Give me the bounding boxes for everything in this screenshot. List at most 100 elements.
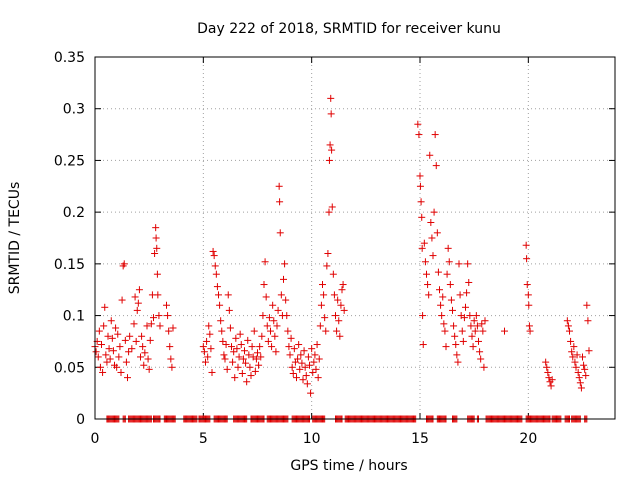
- data-point: [223, 365, 231, 373]
- data-point: [426, 151, 434, 159]
- data-point: [120, 260, 128, 268]
- data-point: [437, 301, 445, 309]
- data-point: [244, 336, 252, 344]
- data-point: [147, 320, 155, 328]
- data-point: [333, 327, 341, 335]
- data-point: [334, 296, 342, 304]
- data-point: [570, 343, 578, 351]
- data-point: [584, 317, 592, 325]
- data-point: [251, 367, 259, 375]
- data-point: [220, 351, 228, 359]
- data-point: [319, 281, 326, 289]
- chart-title: Day 222 of 2018, SRMTID for receiver kun…: [197, 21, 501, 37]
- data-point: [235, 353, 243, 361]
- data-point: [576, 379, 584, 387]
- data-point: [237, 341, 245, 349]
- data-point: [151, 250, 159, 258]
- data-point: [424, 281, 432, 289]
- data-point: [262, 293, 270, 301]
- data-point: [100, 322, 108, 330]
- data-point: [247, 372, 255, 380]
- data-point: [283, 312, 291, 320]
- data-point: [117, 368, 125, 376]
- data-point: [465, 278, 473, 286]
- data-point: [276, 198, 284, 206]
- data-point: [501, 327, 508, 335]
- data-point: [128, 345, 136, 353]
- data-point: [476, 348, 484, 356]
- data-point: [297, 351, 305, 359]
- points-layer: [91, 94, 593, 423]
- data-point: [420, 239, 428, 247]
- data-point: [317, 301, 325, 309]
- plot-frame: [94, 56, 616, 420]
- data-point: [463, 289, 471, 297]
- data-point: [444, 244, 452, 252]
- data-point: [202, 358, 209, 366]
- y-tick-label: 0.15: [54, 257, 85, 273]
- data-point: [116, 343, 124, 351]
- x-tick-label: 10: [303, 431, 321, 447]
- y-tick-label: 0.05: [54, 360, 85, 376]
- data-point: [99, 368, 107, 376]
- y-tick-label: 0: [76, 412, 85, 428]
- data-point: [275, 182, 283, 190]
- data-point: [210, 252, 218, 260]
- data-point: [468, 332, 476, 340]
- grid-layer: [95, 57, 615, 419]
- data-point: [302, 372, 310, 380]
- data-point: [329, 270, 337, 278]
- y-tick-label: 0.25: [54, 153, 85, 169]
- data-point: [452, 341, 460, 349]
- data-point: [324, 250, 332, 258]
- data-point: [446, 281, 454, 289]
- data-point: [458, 327, 466, 335]
- data-point: [464, 260, 472, 268]
- data-point: [150, 314, 157, 322]
- data-point: [439, 293, 447, 301]
- data-point: [294, 355, 302, 363]
- data-point: [332, 312, 339, 320]
- data-point: [575, 374, 583, 382]
- data-point: [325, 156, 333, 164]
- data-point: [252, 355, 260, 363]
- data-point: [471, 327, 479, 335]
- data-point: [132, 337, 140, 345]
- data-point: [525, 322, 533, 330]
- data-point: [419, 312, 427, 320]
- data-point: [212, 270, 220, 278]
- data-point: [326, 141, 334, 149]
- data-point: [102, 351, 110, 359]
- data-point: [166, 343, 174, 351]
- data-point: [425, 291, 433, 299]
- data-point: [445, 258, 453, 266]
- data-point: [301, 363, 309, 371]
- data-point: [216, 301, 224, 309]
- data-point: [455, 260, 463, 268]
- data-point: [232, 334, 240, 342]
- data-point: [118, 296, 126, 304]
- data-point: [418, 213, 426, 221]
- data-point: [95, 327, 103, 335]
- data-point: [215, 291, 222, 299]
- data-point: [432, 162, 440, 170]
- data-point: [579, 353, 586, 361]
- data-point: [453, 351, 461, 359]
- data-point: [566, 327, 573, 335]
- data-point: [246, 363, 254, 371]
- data-point: [320, 291, 328, 299]
- data-point: [217, 317, 225, 325]
- data-point: [547, 382, 555, 390]
- x-tick-label: 20: [519, 431, 537, 447]
- data-point: [335, 317, 343, 325]
- data-point: [423, 270, 430, 278]
- data-point: [131, 293, 139, 301]
- data-point: [311, 351, 319, 359]
- data-point: [156, 322, 164, 330]
- data-point: [289, 369, 297, 377]
- data-point: [314, 374, 322, 382]
- data-point: [271, 332, 279, 340]
- data-point: [316, 322, 324, 330]
- data-point: [140, 361, 148, 369]
- data-point: [113, 363, 121, 371]
